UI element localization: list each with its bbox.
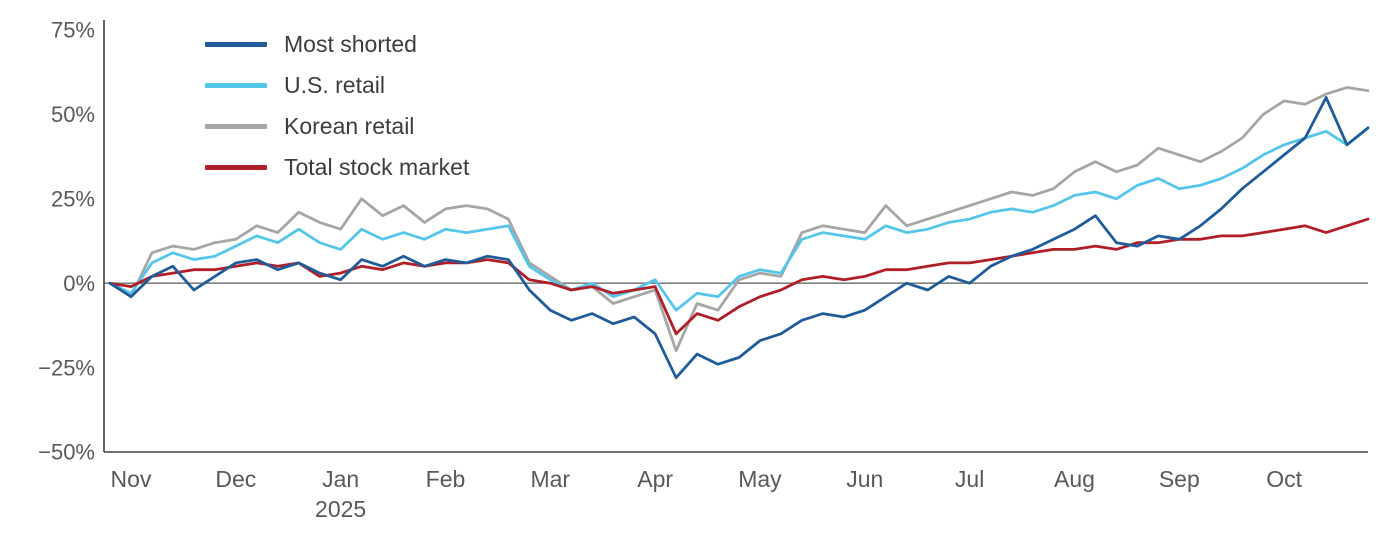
series-line-korean-retail: [108, 86, 1370, 353]
legend-item-us-retail: U.S. retail: [205, 65, 469, 106]
legend-swatch-total-stock-market: [205, 165, 267, 170]
series-line-u-s-retail: [108, 126, 1370, 312]
legend-label-korean-retail: Korean retail: [284, 113, 415, 139]
x-axis-label: Jun: [846, 466, 883, 492]
y-axis-label: −50%: [38, 440, 95, 465]
x-axis-label: Dec: [215, 466, 256, 492]
legend-swatch-most-shorted: [205, 42, 267, 47]
x-axis-label: Feb: [426, 466, 466, 492]
legend-item-most-shorted: Most shorted: [205, 24, 469, 65]
legend-item-total-stock-market: Total stock market: [205, 147, 469, 188]
x-axis-label: May: [738, 466, 782, 492]
x-axis-label: Sep: [1159, 466, 1200, 492]
x-axis-label: Nov: [111, 466, 152, 492]
x-axis-label: Apr: [637, 466, 673, 492]
y-axis-label: −25%: [38, 355, 95, 380]
x-axis-label: Jan: [322, 466, 359, 492]
legend-label-us-retail: U.S. retail: [284, 72, 385, 98]
legend-label-most-shorted: Most shorted: [284, 31, 417, 57]
x-axis-label: Mar: [530, 466, 570, 492]
legend-swatch-korean-retail: [205, 124, 267, 129]
legend-item-korean-retail: Korean retail: [205, 106, 469, 147]
y-axis-label: 25%: [51, 187, 95, 212]
x-axis-label: Aug: [1054, 466, 1095, 492]
y-axis-label: 50%: [51, 102, 95, 127]
legend-label-total-stock-market: Total stock market: [284, 154, 470, 180]
y-axis-label: 0%: [63, 271, 95, 296]
legend-swatch-us-retail: [205, 83, 267, 88]
series-line-most-shorted: [108, 96, 1370, 380]
legend: Most shorted U.S. retail Korean retail T…: [205, 24, 469, 188]
x-axis-label: Jul: [955, 466, 984, 492]
series-line-total-stock-market: [108, 217, 1370, 336]
y-axis-label: 75%: [51, 18, 95, 43]
x-axis-year-label: 2025: [315, 496, 366, 522]
x-axis-label: Oct: [1266, 466, 1302, 492]
